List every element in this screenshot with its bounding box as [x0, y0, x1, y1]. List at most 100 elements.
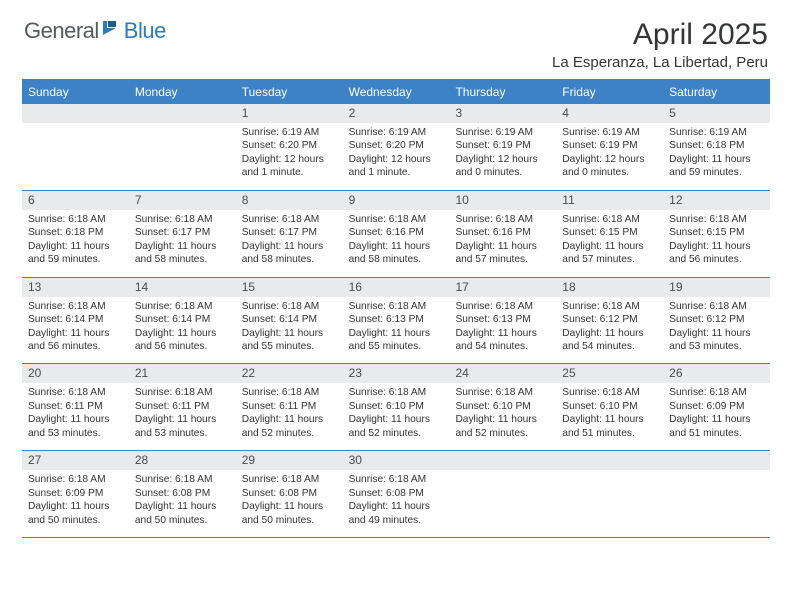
- day-sunrise: Sunrise: 6:18 AM: [28, 213, 123, 226]
- week-row: 1Sunrise: 6:19 AMSunset: 6:20 PMDaylight…: [22, 104, 770, 191]
- day-cell: 9Sunrise: 6:18 AMSunset: 6:16 PMDaylight…: [343, 191, 450, 277]
- logo-flag-icon: [102, 20, 122, 41]
- day-number: 30: [343, 451, 450, 470]
- day-sunset: Sunset: 6:18 PM: [669, 139, 764, 152]
- day-cell: 14Sunrise: 6:18 AMSunset: 6:14 PMDayligh…: [129, 278, 236, 364]
- day-number: 7: [129, 191, 236, 210]
- dow-row: Sunday Monday Tuesday Wednesday Thursday…: [22, 81, 770, 104]
- day-cell: 17Sunrise: 6:18 AMSunset: 6:13 PMDayligh…: [449, 278, 556, 364]
- day-body: Sunrise: 6:18 AMSunset: 6:10 PMDaylight:…: [343, 383, 450, 450]
- day-daylight1: Daylight: 11 hours: [455, 413, 550, 426]
- day-sunrise: Sunrise: 6:18 AM: [455, 386, 550, 399]
- day-body: Sunrise: 6:18 AMSunset: 6:11 PMDaylight:…: [236, 383, 343, 450]
- day-daylight1: Daylight: 12 hours: [349, 153, 444, 166]
- day-cell: 29Sunrise: 6:18 AMSunset: 6:08 PMDayligh…: [236, 451, 343, 537]
- dow-thursday: Thursday: [449, 81, 556, 104]
- day-cell: 27Sunrise: 6:18 AMSunset: 6:09 PMDayligh…: [22, 451, 129, 537]
- day-number: 8: [236, 191, 343, 210]
- day-number: 24: [449, 364, 556, 383]
- day-daylight1: Daylight: 11 hours: [455, 240, 550, 253]
- day-cell: 2Sunrise: 6:19 AMSunset: 6:20 PMDaylight…: [343, 104, 450, 190]
- day-cell: [663, 451, 770, 537]
- day-body: [22, 123, 129, 185]
- day-number: 2: [343, 104, 450, 123]
- day-number: 6: [22, 191, 129, 210]
- day-number: 9: [343, 191, 450, 210]
- day-daylight2: and 0 minutes.: [562, 166, 657, 179]
- day-number: 10: [449, 191, 556, 210]
- week-row: 6Sunrise: 6:18 AMSunset: 6:18 PMDaylight…: [22, 191, 770, 278]
- day-daylight1: Daylight: 12 hours: [455, 153, 550, 166]
- day-cell: [129, 104, 236, 190]
- day-number: 1: [236, 104, 343, 123]
- day-number: 19: [663, 278, 770, 297]
- day-sunset: Sunset: 6:09 PM: [28, 487, 123, 500]
- day-body: Sunrise: 6:18 AMSunset: 6:09 PMDaylight:…: [663, 383, 770, 450]
- week-row: 13Sunrise: 6:18 AMSunset: 6:14 PMDayligh…: [22, 278, 770, 365]
- day-sunrise: Sunrise: 6:18 AM: [242, 300, 337, 313]
- day-body: Sunrise: 6:18 AMSunset: 6:12 PMDaylight:…: [556, 297, 663, 364]
- day-daylight1: Daylight: 11 hours: [349, 413, 444, 426]
- day-number: [556, 451, 663, 470]
- day-sunrise: Sunrise: 6:18 AM: [28, 473, 123, 486]
- day-cell: 11Sunrise: 6:18 AMSunset: 6:15 PMDayligh…: [556, 191, 663, 277]
- day-cell: [556, 451, 663, 537]
- day-sunset: Sunset: 6:16 PM: [455, 226, 550, 239]
- day-cell: 1Sunrise: 6:19 AMSunset: 6:20 PMDaylight…: [236, 104, 343, 190]
- day-daylight1: Daylight: 11 hours: [242, 413, 337, 426]
- day-sunset: Sunset: 6:11 PM: [28, 400, 123, 413]
- day-body: Sunrise: 6:18 AMSunset: 6:14 PMDaylight:…: [22, 297, 129, 364]
- day-daylight1: Daylight: 11 hours: [562, 413, 657, 426]
- day-number: 29: [236, 451, 343, 470]
- day-number: 25: [556, 364, 663, 383]
- day-cell: [22, 104, 129, 190]
- weeks-container: 1Sunrise: 6:19 AMSunset: 6:20 PMDaylight…: [22, 104, 770, 538]
- day-body: Sunrise: 6:18 AMSunset: 6:09 PMDaylight:…: [22, 470, 129, 537]
- month-title: April 2025: [552, 18, 768, 52]
- day-cell: 13Sunrise: 6:18 AMSunset: 6:14 PMDayligh…: [22, 278, 129, 364]
- day-body: Sunrise: 6:18 AMSunset: 6:14 PMDaylight:…: [129, 297, 236, 364]
- day-daylight1: Daylight: 12 hours: [562, 153, 657, 166]
- day-number: 3: [449, 104, 556, 123]
- day-number: [22, 104, 129, 123]
- day-daylight2: and 54 minutes.: [455, 340, 550, 353]
- day-sunrise: Sunrise: 6:18 AM: [562, 386, 657, 399]
- day-daylight2: and 56 minutes.: [28, 340, 123, 353]
- day-sunset: Sunset: 6:13 PM: [455, 313, 550, 326]
- day-daylight2: and 52 minutes.: [349, 427, 444, 440]
- day-body: Sunrise: 6:18 AMSunset: 6:13 PMDaylight:…: [343, 297, 450, 364]
- day-daylight2: and 55 minutes.: [349, 340, 444, 353]
- day-number: [663, 451, 770, 470]
- day-number: 21: [129, 364, 236, 383]
- day-daylight2: and 50 minutes.: [28, 514, 123, 527]
- day-daylight1: Daylight: 11 hours: [562, 240, 657, 253]
- day-daylight1: Daylight: 11 hours: [242, 240, 337, 253]
- day-sunset: Sunset: 6:14 PM: [242, 313, 337, 326]
- day-sunrise: Sunrise: 6:18 AM: [349, 473, 444, 486]
- day-daylight1: Daylight: 11 hours: [349, 327, 444, 340]
- day-cell: 6Sunrise: 6:18 AMSunset: 6:18 PMDaylight…: [22, 191, 129, 277]
- day-cell: 10Sunrise: 6:18 AMSunset: 6:16 PMDayligh…: [449, 191, 556, 277]
- day-sunset: Sunset: 6:08 PM: [242, 487, 337, 500]
- day-sunrise: Sunrise: 6:18 AM: [242, 473, 337, 486]
- day-daylight1: Daylight: 11 hours: [669, 240, 764, 253]
- day-number: 15: [236, 278, 343, 297]
- day-number: 17: [449, 278, 556, 297]
- day-sunrise: Sunrise: 6:18 AM: [242, 213, 337, 226]
- day-cell: 16Sunrise: 6:18 AMSunset: 6:13 PMDayligh…: [343, 278, 450, 364]
- day-cell: 8Sunrise: 6:18 AMSunset: 6:17 PMDaylight…: [236, 191, 343, 277]
- day-sunrise: Sunrise: 6:18 AM: [135, 300, 230, 313]
- day-daylight2: and 53 minutes.: [669, 340, 764, 353]
- day-daylight1: Daylight: 12 hours: [242, 153, 337, 166]
- week-row: 27Sunrise: 6:18 AMSunset: 6:09 PMDayligh…: [22, 451, 770, 538]
- day-sunrise: Sunrise: 6:18 AM: [28, 386, 123, 399]
- day-body: Sunrise: 6:18 AMSunset: 6:16 PMDaylight:…: [343, 210, 450, 277]
- day-sunrise: Sunrise: 6:18 AM: [135, 213, 230, 226]
- day-sunset: Sunset: 6:19 PM: [455, 139, 550, 152]
- day-body: Sunrise: 6:18 AMSunset: 6:16 PMDaylight:…: [449, 210, 556, 277]
- day-body: Sunrise: 6:18 AMSunset: 6:15 PMDaylight:…: [663, 210, 770, 277]
- day-cell: 20Sunrise: 6:18 AMSunset: 6:11 PMDayligh…: [22, 364, 129, 450]
- day-body: Sunrise: 6:18 AMSunset: 6:08 PMDaylight:…: [236, 470, 343, 537]
- day-daylight2: and 58 minutes.: [242, 253, 337, 266]
- day-number: 22: [236, 364, 343, 383]
